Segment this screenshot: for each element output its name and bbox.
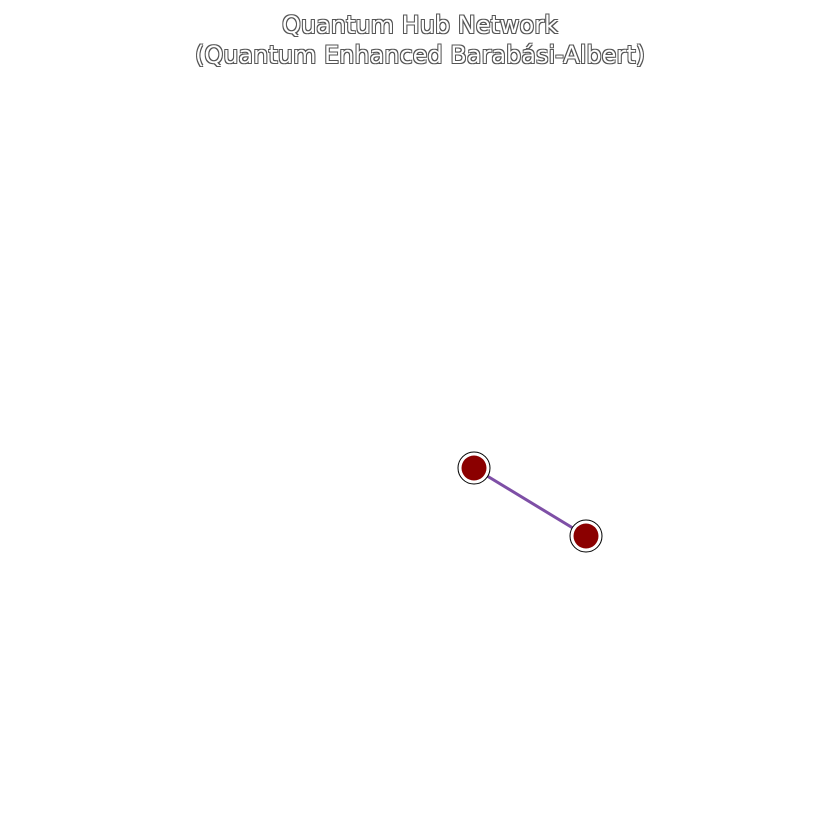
network-node	[457, 451, 491, 485]
node-core	[461, 455, 487, 481]
title-line-2: (Quantum Enhanced Barabási-Albert)	[194, 41, 646, 69]
figure-title: Quantum Hub Network (Quantum Enhanced Ba…	[0, 10, 840, 70]
node-core	[573, 523, 599, 549]
network-edge	[472, 466, 588, 538]
network-node	[569, 519, 603, 553]
title-line-1: Quantum Hub Network	[282, 11, 558, 39]
